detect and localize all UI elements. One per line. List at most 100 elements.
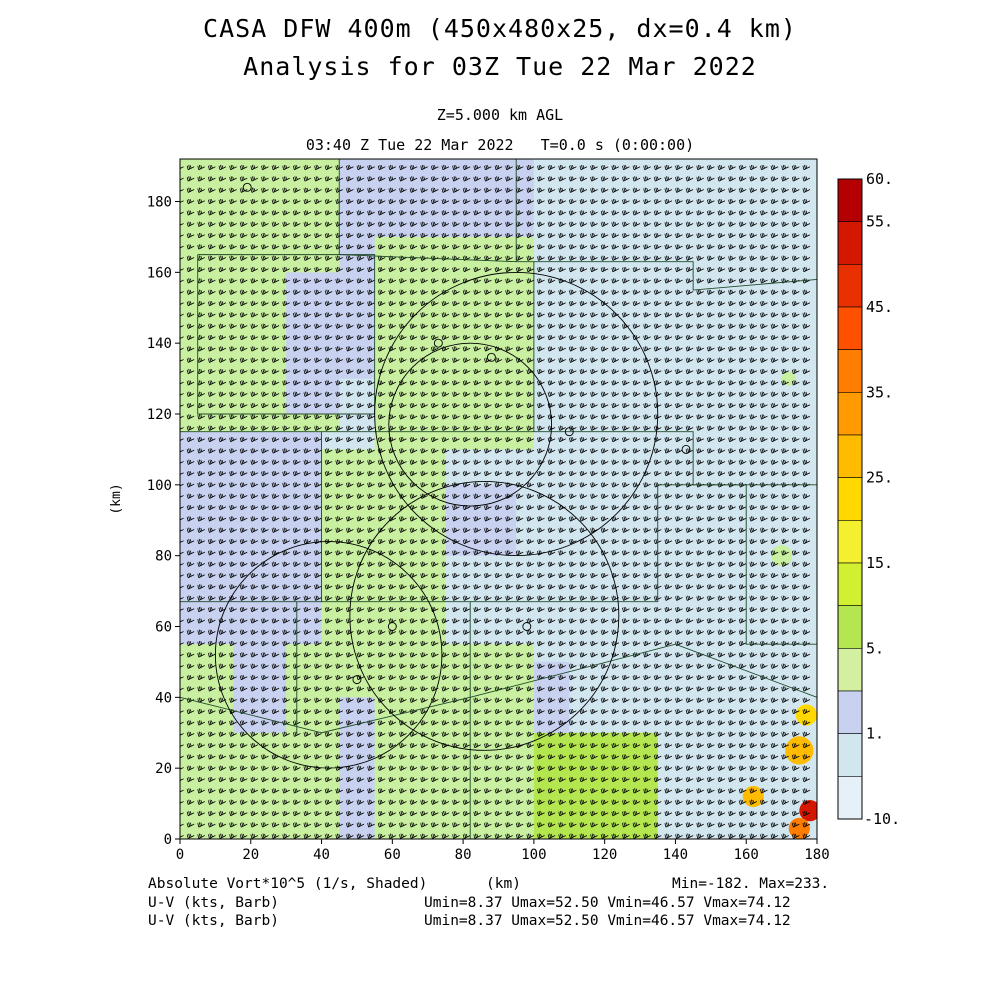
wind-barb	[505, 164, 513, 171]
wind-barb	[568, 833, 577, 839]
wind-barb	[526, 640, 535, 647]
wind-barb	[261, 346, 269, 352]
wind-barb	[346, 652, 354, 658]
wind-barb	[292, 720, 301, 726]
wind-barb	[791, 822, 800, 828]
wind-barb	[558, 346, 566, 352]
wind-barb	[653, 448, 662, 454]
wind-barb	[706, 720, 715, 726]
wind-barb	[208, 810, 216, 817]
wind-barb	[717, 346, 726, 352]
wind-barb	[717, 799, 726, 805]
wind-barb	[675, 198, 683, 205]
wind-barb	[749, 833, 758, 839]
wind-barb	[218, 323, 227, 329]
wind-barb	[696, 708, 704, 715]
wind-barb	[420, 425, 428, 431]
wind-barb	[760, 663, 768, 669]
wind-barb	[696, 822, 704, 828]
wind-barb	[441, 640, 450, 647]
wind-barb	[643, 697, 651, 703]
wind-barb	[749, 731, 758, 737]
wind-barb	[420, 561, 428, 567]
wind-barb	[271, 629, 280, 635]
wind-barb	[568, 765, 577, 771]
wind-barb	[292, 550, 301, 556]
wind-barb	[271, 210, 280, 216]
wind-barb	[229, 584, 237, 590]
wind-barb	[208, 278, 216, 284]
wind-barb	[505, 674, 513, 681]
wind-barb	[494, 572, 503, 579]
wind-barb	[622, 708, 630, 715]
wind-barb	[558, 516, 566, 522]
wind-barb	[462, 572, 471, 579]
wind-barb	[494, 561, 503, 567]
wind-barb	[791, 334, 800, 341]
wind-barb	[526, 799, 535, 805]
wind-barb	[484, 584, 492, 590]
wind-barb	[590, 754, 598, 760]
wind-barb	[388, 436, 397, 443]
wind-barb	[791, 402, 800, 409]
wind-barb	[261, 459, 269, 465]
wind-barb	[537, 810, 545, 817]
wind-barb	[377, 391, 386, 397]
wind-barb	[526, 391, 535, 397]
wind-barb	[738, 448, 747, 454]
wind-barb	[728, 754, 736, 760]
wind-barb	[600, 198, 609, 205]
wind-barb	[675, 334, 683, 341]
wind-barb	[494, 810, 503, 817]
wind-barb	[484, 266, 492, 273]
radar-site-marker	[486, 352, 496, 362]
wind-barb	[399, 232, 407, 239]
wind-barb	[462, 697, 471, 703]
wind-barb	[473, 425, 481, 431]
wind-barb	[791, 232, 800, 239]
wind-barb	[388, 300, 397, 307]
wind-barb	[229, 606, 237, 613]
wind-barb	[484, 550, 492, 556]
wind-barb	[728, 595, 736, 601]
wind-barb	[728, 561, 736, 567]
wind-barb	[653, 289, 662, 295]
wind-barb	[239, 380, 248, 386]
wind-barb	[760, 776, 768, 783]
wind-barb	[802, 720, 811, 726]
wind-barb	[675, 618, 683, 624]
wind-barb	[399, 346, 407, 352]
wind-barb	[261, 176, 269, 182]
wind-barb	[335, 459, 343, 465]
wind-barb	[430, 402, 439, 409]
wind-barb	[537, 606, 545, 613]
wind-barb	[324, 652, 333, 658]
wind-barb	[685, 414, 694, 420]
wind-barb	[356, 754, 365, 760]
wind-barb	[261, 822, 269, 828]
wind-barb	[760, 334, 768, 341]
wind-barb	[738, 300, 747, 307]
wind-barb	[324, 606, 333, 613]
wind-barb	[696, 198, 704, 205]
wind-barb	[377, 425, 386, 431]
wind-barb	[218, 799, 227, 805]
wind-barb	[271, 516, 280, 522]
wind-barb	[208, 255, 216, 261]
wind-barb	[600, 663, 609, 669]
wind-barb	[367, 572, 375, 579]
wind-barb	[632, 822, 641, 828]
wind-barb	[558, 436, 566, 443]
wind-barb	[218, 266, 227, 273]
wind-barb	[473, 187, 481, 193]
wind-barb	[229, 504, 237, 511]
wind-barb	[420, 482, 428, 488]
wind-barb	[515, 459, 524, 465]
wind-barb	[706, 289, 715, 295]
wind-barb	[346, 833, 354, 839]
wind-barb	[653, 572, 662, 579]
wind-barb	[547, 765, 556, 771]
wind-barb	[377, 482, 386, 488]
wind-barb	[664, 187, 673, 193]
wind-barb	[367, 652, 375, 658]
